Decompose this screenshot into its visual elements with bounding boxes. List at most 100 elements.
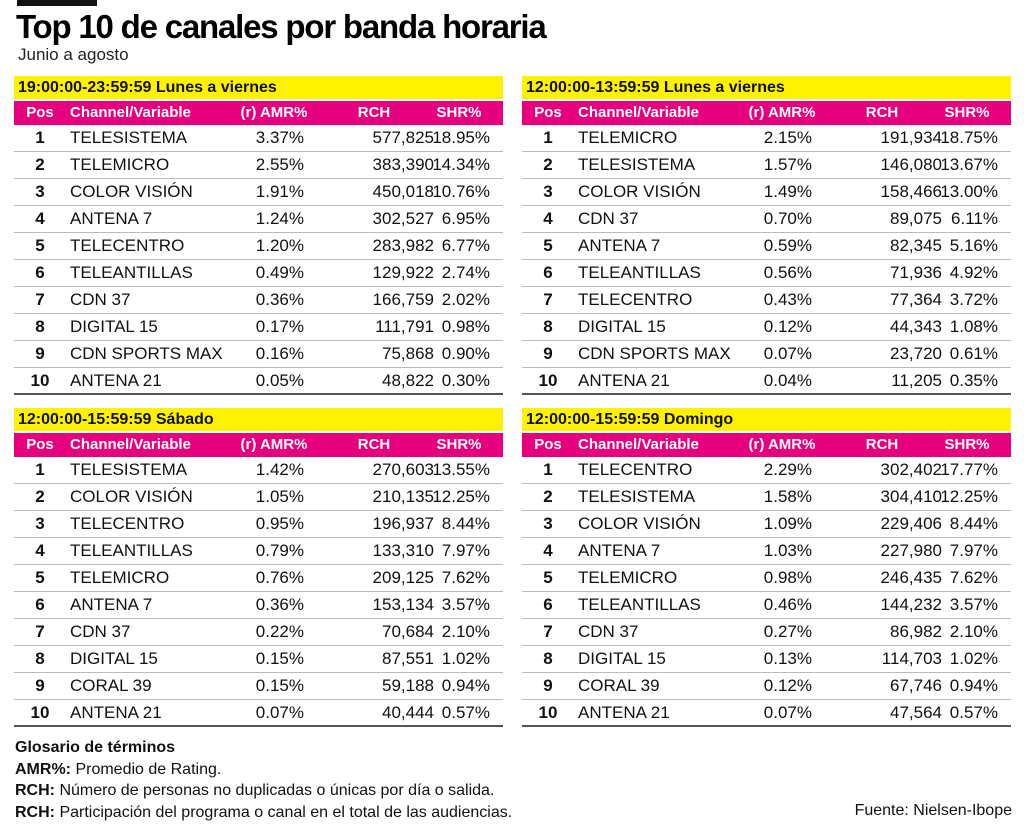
- table-row: 7 CDN 37 0.22% 70,684 2.10%: [14, 619, 503, 646]
- table-row: 8 DIGITAL 15 0.15% 87,551 1.02%: [14, 646, 503, 673]
- column-header-row: Pos Channel/Variable (r) AMR% RCH SHR%: [522, 101, 1011, 125]
- cell-rch: 77,364: [890, 290, 942, 309]
- glossary-term: AMR%:: [15, 760, 71, 778]
- cell-pos: 1: [543, 460, 553, 479]
- table-row: 7 CDN 37 0.27% 86,982 2.10%: [522, 619, 1011, 646]
- cell-amr: 0.95%: [255, 514, 304, 533]
- cell-rch: 144,232: [880, 595, 942, 614]
- cell-pos: 3: [543, 514, 553, 533]
- cell-shr: 18.75%: [940, 128, 998, 147]
- table-row: 3 COLOR VISIÓN 1.09% 229,406 8.44%: [522, 511, 1011, 538]
- column-header-channel: Channel/Variable: [578, 104, 699, 121]
- table-weekday-midday: 12:00:00-13:59:59 Lunes a viernes Pos Chan…: [522, 76, 1011, 395]
- cell-rch: 70,684: [382, 622, 434, 641]
- cell-amr: 0.27%: [763, 622, 812, 641]
- table-row: 6 ANTENA 7 0.36% 153,134 3.57%: [14, 592, 503, 619]
- cell-channel: TELESISTEMA: [578, 155, 696, 174]
- cell-pos: 10: [538, 371, 558, 390]
- cell-amr: 0.43%: [763, 290, 812, 309]
- cell-channel: TELEANTILLAS: [578, 595, 701, 614]
- cell-shr: 4.92%: [949, 263, 998, 282]
- cell-amr: 0.12%: [763, 317, 812, 336]
- cell-amr: 0.15%: [255, 649, 304, 668]
- cell-amr: 0.12%: [763, 676, 812, 695]
- cell-channel: TELECENTRO: [70, 514, 185, 533]
- cell-shr: 12.25%: [432, 487, 490, 506]
- column-header-rch: RCH: [357, 436, 391, 453]
- column-header-row: Pos Channel/Variable (r) AMR% RCH SHR%: [522, 433, 1011, 457]
- column-header-shr: SHR%: [436, 436, 482, 453]
- cell-rch: 166,759: [372, 290, 434, 309]
- cell-pos: 7: [543, 290, 553, 309]
- cell-shr: 18.95%: [432, 128, 490, 147]
- cell-channel: COLOR VISIÓN: [578, 182, 701, 201]
- cell-amr: 0.13%: [763, 649, 812, 668]
- cell-shr: 7.62%: [441, 568, 490, 587]
- cell-rch: 302,402: [880, 460, 942, 479]
- cell-amr: 0.16%: [255, 344, 304, 363]
- cell-rch: 82,345: [890, 236, 942, 255]
- table-heading: 12:00:00-13:59:59 Lunes a viernes: [522, 76, 1011, 99]
- column-header-shr: SHR%: [944, 104, 990, 121]
- cell-channel: DIGITAL 15: [578, 649, 666, 668]
- cell-channel: TELECENTRO: [70, 236, 185, 255]
- cell-shr: 2.02%: [441, 290, 490, 309]
- table-sunday: 12:00:00-15:59:59 Domingo Pos Channel/Vari…: [522, 408, 1011, 727]
- cell-rch: 44,343: [890, 317, 942, 336]
- cell-rch: 302,527: [372, 209, 434, 228]
- glossary-definition: Promedio de Rating.: [71, 760, 222, 778]
- glossary-term: RCH:: [15, 803, 55, 821]
- cell-pos: 8: [543, 317, 553, 336]
- table-row: 6 TELEANTILLAS 0.46% 144,232 3.57%: [522, 592, 1011, 619]
- cell-channel: TELEANTILLAS: [70, 541, 193, 560]
- glossary-item: RCH: Número de personas no duplicadas o …: [15, 780, 512, 802]
- cell-channel: TELEMICRO: [70, 155, 170, 174]
- cell-rch: 450,018: [372, 182, 434, 201]
- cell-channel: TELESISTEMA: [70, 128, 188, 147]
- table-heading: 19:00:00-23:59:59 Lunes a viernes: [14, 76, 503, 99]
- cell-pos: 5: [543, 568, 553, 587]
- cell-channel: CDN SPORTS MAX: [578, 344, 731, 363]
- column-header-channel: Channel/Variable: [70, 436, 191, 453]
- table-row: 7 TELECENTRO 0.43% 77,364 3.72%: [522, 287, 1011, 314]
- cell-amr: 2.29%: [763, 460, 812, 479]
- cell-shr: 13.00%: [940, 182, 998, 201]
- cell-channel: TELESISTEMA: [578, 487, 696, 506]
- cell-pos: 1: [35, 128, 45, 147]
- table-row: 1 TELEMICRO 2.15% 191,934 18.75%: [522, 125, 1011, 152]
- cell-pos: 6: [543, 595, 553, 614]
- cell-amr: 1.09%: [763, 514, 812, 533]
- cell-rch: 89,075: [890, 209, 942, 228]
- cell-pos: 4: [35, 209, 45, 228]
- cell-channel: CORAL 39: [578, 676, 660, 695]
- cell-pos: 1: [35, 460, 45, 479]
- cell-shr: 0.98%: [441, 317, 490, 336]
- table-row: 8 DIGITAL 15 0.12% 44,343 1.08%: [522, 314, 1011, 341]
- cell-channel: ANTENA 7: [578, 541, 661, 560]
- cell-channel: DIGITAL 15: [578, 317, 666, 336]
- cell-amr: 0.70%: [763, 209, 812, 228]
- cell-shr: 3.57%: [949, 595, 998, 614]
- cell-pos: 7: [35, 622, 45, 641]
- table-row: 2 COLOR VISIÓN 1.05% 210,135 12.25%: [14, 484, 503, 511]
- table-row: 7 CDN 37 0.36% 166,759 2.02%: [14, 287, 503, 314]
- cell-amr: 0.98%: [763, 568, 812, 587]
- table-row: 5 TELECENTRO 1.20% 283,982 6.77%: [14, 233, 503, 260]
- cell-rch: 246,435: [880, 568, 942, 587]
- cell-shr: 2.10%: [441, 622, 490, 641]
- glossary-item: RCH: Participación del programa o canal …: [15, 802, 512, 824]
- cell-shr: 5.16%: [949, 236, 998, 255]
- table-row: 2 TELESISTEMA 1.58% 304,410 12.25%: [522, 484, 1011, 511]
- cell-amr: 0.36%: [255, 290, 304, 309]
- table-row: 10 ANTENA 21 0.07% 47,564 0.57%: [522, 700, 1011, 727]
- cell-pos: 3: [543, 182, 553, 201]
- cell-rch: 23,720: [890, 344, 942, 363]
- cell-rch: 383,390: [372, 155, 434, 174]
- column-header-channel: Channel/Variable: [70, 104, 191, 121]
- cell-rch: 577,825: [372, 128, 434, 147]
- table-weekday-prime: 19:00:00-23:59:59 Lunes a viernes Pos Chan…: [14, 76, 503, 395]
- table-row: 8 DIGITAL 15 0.13% 114,703 1.02%: [522, 646, 1011, 673]
- cell-shr: 1.08%: [949, 317, 998, 336]
- glossary-definition: Número de personas no duplicadas o única…: [55, 782, 495, 799]
- table-row: 4 CDN 37 0.70% 89,075 6.11%: [522, 206, 1011, 233]
